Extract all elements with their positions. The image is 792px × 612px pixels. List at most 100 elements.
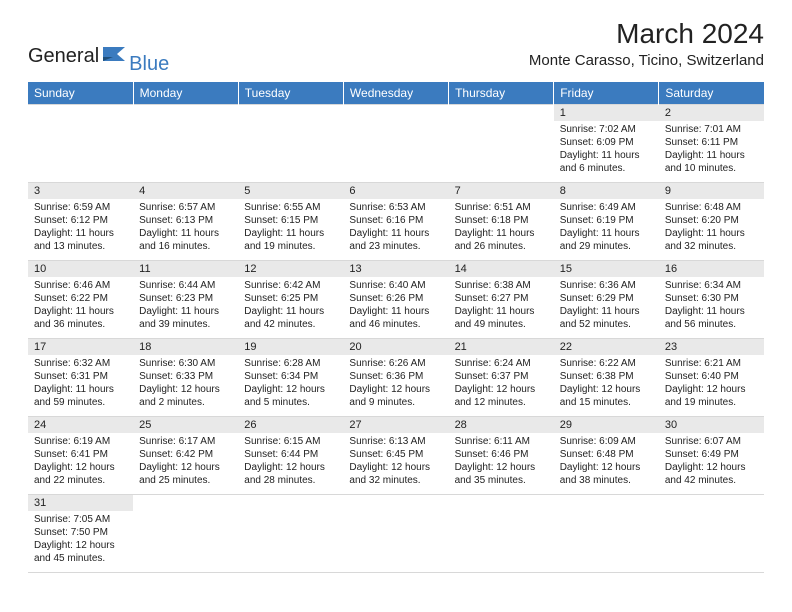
day-body: Sunrise: 6:42 AMSunset: 6:25 PMDaylight:… [238,277,343,333]
calendar-cell: 26Sunrise: 6:15 AMSunset: 6:44 PMDayligh… [238,417,343,495]
day-number: 3 [28,183,133,199]
day-body: Sunrise: 6:53 AMSunset: 6:16 PMDaylight:… [343,199,448,255]
calendar-row: 3Sunrise: 6:59 AMSunset: 6:12 PMDaylight… [28,183,764,261]
day-body: Sunrise: 6:19 AMSunset: 6:41 PMDaylight:… [28,433,133,489]
daylight-line: Daylight: 11 hours and 46 minutes. [349,305,442,331]
sunset-line: Sunset: 6:41 PM [34,448,127,461]
day-body: Sunrise: 6:46 AMSunset: 6:22 PMDaylight:… [28,277,133,333]
calendar-row: 17Sunrise: 6:32 AMSunset: 6:31 PMDayligh… [28,339,764,417]
day-number: 4 [133,183,238,199]
daylight-line: Daylight: 12 hours and 32 minutes. [349,461,442,487]
day-number: 8 [554,183,659,199]
day-body: Sunrise: 6:30 AMSunset: 6:33 PMDaylight:… [133,355,238,411]
sunrise-line: Sunrise: 6:07 AM [665,435,758,448]
sunrise-line: Sunrise: 6:57 AM [139,201,232,214]
day-number: 19 [238,339,343,355]
sunset-line: Sunset: 6:16 PM [349,214,442,227]
calendar-cell: 29Sunrise: 6:09 AMSunset: 6:48 PMDayligh… [554,417,659,495]
calendar-cell: 5Sunrise: 6:55 AMSunset: 6:15 PMDaylight… [238,183,343,261]
sunset-line: Sunset: 6:09 PM [560,136,653,149]
daylight-line: Daylight: 11 hours and 59 minutes. [34,383,127,409]
calendar-row: 31Sunrise: 7:05 AMSunset: 7:50 PMDayligh… [28,495,764,573]
calendar-cell: 24Sunrise: 6:19 AMSunset: 6:41 PMDayligh… [28,417,133,495]
day-body: Sunrise: 6:34 AMSunset: 6:30 PMDaylight:… [659,277,764,333]
calendar-cell: 31Sunrise: 7:05 AMSunset: 7:50 PMDayligh… [28,495,133,573]
calendar-cell: 11Sunrise: 6:44 AMSunset: 6:23 PMDayligh… [133,261,238,339]
day-number: 31 [28,495,133,511]
sunrise-line: Sunrise: 7:05 AM [34,513,127,526]
sunrise-line: Sunrise: 7:01 AM [665,123,758,136]
logo-text-2: Blue [129,53,169,76]
calendar-cell: 9Sunrise: 6:48 AMSunset: 6:20 PMDaylight… [659,183,764,261]
calendar-cell: 20Sunrise: 6:26 AMSunset: 6:36 PMDayligh… [343,339,448,417]
daylight-line: Daylight: 11 hours and 16 minutes. [139,227,232,253]
sunset-line: Sunset: 6:25 PM [244,292,337,305]
flag-icon [103,44,129,67]
sunrise-line: Sunrise: 6:22 AM [560,357,653,370]
calendar-cell: 6Sunrise: 6:53 AMSunset: 6:16 PMDaylight… [343,183,448,261]
day-body: Sunrise: 6:48 AMSunset: 6:20 PMDaylight:… [659,199,764,255]
sunset-line: Sunset: 6:20 PM [665,214,758,227]
calendar-cell: 28Sunrise: 6:11 AMSunset: 6:46 PMDayligh… [449,417,554,495]
calendar-cell [449,105,554,183]
calendar-cell: 13Sunrise: 6:40 AMSunset: 6:26 PMDayligh… [343,261,448,339]
calendar-cell [28,105,133,183]
daylight-line: Daylight: 12 hours and 19 minutes. [665,383,758,409]
daylight-line: Daylight: 11 hours and 52 minutes. [560,305,653,331]
calendar-row: 10Sunrise: 6:46 AMSunset: 6:22 PMDayligh… [28,261,764,339]
day-number: 22 [554,339,659,355]
day-body: Sunrise: 6:32 AMSunset: 6:31 PMDaylight:… [28,355,133,411]
calendar-cell: 10Sunrise: 6:46 AMSunset: 6:22 PMDayligh… [28,261,133,339]
calendar-cell: 23Sunrise: 6:21 AMSunset: 6:40 PMDayligh… [659,339,764,417]
sunrise-line: Sunrise: 6:24 AM [455,357,548,370]
sunrise-line: Sunrise: 6:48 AM [665,201,758,214]
title-block: March 2024 Monte Carasso, Ticino, Switze… [529,18,764,69]
sunrise-line: Sunrise: 6:32 AM [34,357,127,370]
day-number: 20 [343,339,448,355]
day-body: Sunrise: 7:02 AMSunset: 6:09 PMDaylight:… [554,121,659,177]
day-number: 2 [659,105,764,121]
calendar-body: 1Sunrise: 7:02 AMSunset: 6:09 PMDaylight… [28,105,764,573]
sunset-line: Sunset: 6:33 PM [139,370,232,383]
calendar-cell: 17Sunrise: 6:32 AMSunset: 6:31 PMDayligh… [28,339,133,417]
day-number: 5 [238,183,343,199]
day-body: Sunrise: 6:24 AMSunset: 6:37 PMDaylight:… [449,355,554,411]
calendar-cell: 8Sunrise: 6:49 AMSunset: 6:19 PMDaylight… [554,183,659,261]
daylight-line: Daylight: 12 hours and 25 minutes. [139,461,232,487]
sunrise-line: Sunrise: 6:11 AM [455,435,548,448]
day-body: Sunrise: 6:26 AMSunset: 6:36 PMDaylight:… [343,355,448,411]
calendar-cell [343,105,448,183]
sunrise-line: Sunrise: 6:44 AM [139,279,232,292]
day-body: Sunrise: 6:13 AMSunset: 6:45 PMDaylight:… [343,433,448,489]
calendar-cell: 3Sunrise: 6:59 AMSunset: 6:12 PMDaylight… [28,183,133,261]
sunset-line: Sunset: 6:15 PM [244,214,337,227]
day-number: 15 [554,261,659,277]
sunset-line: Sunset: 6:44 PM [244,448,337,461]
sunrise-line: Sunrise: 6:13 AM [349,435,442,448]
day-number: 21 [449,339,554,355]
day-body: Sunrise: 6:11 AMSunset: 6:46 PMDaylight:… [449,433,554,489]
sunset-line: Sunset: 6:34 PM [244,370,337,383]
daylight-line: Daylight: 11 hours and 49 minutes. [455,305,548,331]
day-number: 7 [449,183,554,199]
weekday-header: Saturday [659,82,764,105]
weekday-header-row: SundayMondayTuesdayWednesdayThursdayFrid… [28,82,764,105]
sunrise-line: Sunrise: 6:42 AM [244,279,337,292]
day-number: 18 [133,339,238,355]
sunset-line: Sunset: 6:22 PM [34,292,127,305]
day-number: 9 [659,183,764,199]
day-body: Sunrise: 6:17 AMSunset: 6:42 PMDaylight:… [133,433,238,489]
day-number: 13 [343,261,448,277]
daylight-line: Daylight: 11 hours and 23 minutes. [349,227,442,253]
daylight-line: Daylight: 11 hours and 36 minutes. [34,305,127,331]
calendar-cell: 14Sunrise: 6:38 AMSunset: 6:27 PMDayligh… [449,261,554,339]
sunrise-line: Sunrise: 6:36 AM [560,279,653,292]
day-body: Sunrise: 6:51 AMSunset: 6:18 PMDaylight:… [449,199,554,255]
sunset-line: Sunset: 6:12 PM [34,214,127,227]
daylight-line: Daylight: 11 hours and 10 minutes. [665,149,758,175]
logo-text-1: General [28,45,99,68]
day-body: Sunrise: 6:40 AMSunset: 6:26 PMDaylight:… [343,277,448,333]
day-body: Sunrise: 6:09 AMSunset: 6:48 PMDaylight:… [554,433,659,489]
sunrise-line: Sunrise: 6:53 AM [349,201,442,214]
day-body: Sunrise: 6:28 AMSunset: 6:34 PMDaylight:… [238,355,343,411]
